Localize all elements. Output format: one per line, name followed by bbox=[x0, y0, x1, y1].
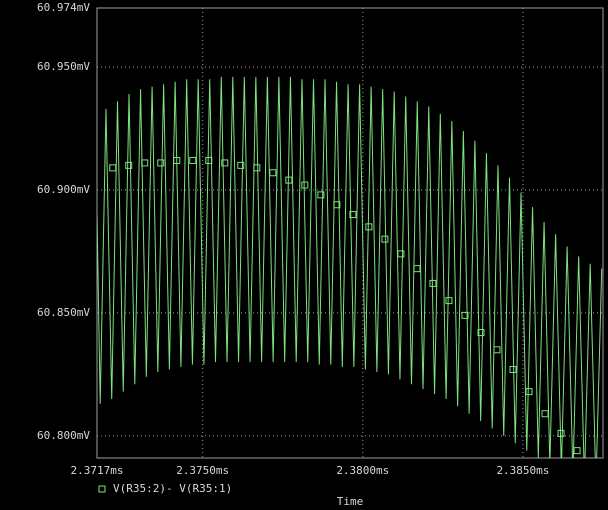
trace-marker bbox=[541, 410, 549, 418]
trace-marker bbox=[317, 191, 325, 199]
trace-marker bbox=[141, 159, 149, 167]
trace-marker bbox=[269, 169, 277, 177]
trace-marker bbox=[125, 161, 133, 169]
trace-marker bbox=[237, 161, 245, 169]
y-tick-label: 60.800mV bbox=[37, 429, 90, 442]
y-tick-label: 60.950mV bbox=[37, 60, 90, 73]
trace-marker bbox=[493, 346, 501, 354]
trace-marker bbox=[301, 181, 309, 189]
trace-marker bbox=[253, 164, 261, 172]
trace-marker bbox=[477, 329, 485, 337]
trace-marker bbox=[109, 164, 117, 172]
plot-area bbox=[97, 76, 603, 458]
trace-marker bbox=[205, 156, 213, 164]
x-axis-label: Time bbox=[337, 495, 364, 508]
trace-marker bbox=[365, 223, 373, 231]
trace-marker bbox=[429, 279, 437, 287]
trace-marker bbox=[333, 201, 341, 209]
trace-marker bbox=[285, 176, 293, 184]
x-tick-label: 2.3850ms bbox=[496, 464, 549, 477]
trace-marker bbox=[509, 365, 517, 373]
x-tick-label: 2.3750ms bbox=[176, 464, 229, 477]
trace-marker bbox=[189, 156, 197, 164]
legend-label: V(R35:2)- V(R35:1) bbox=[113, 482, 232, 495]
y-tick-label: 60.850mV bbox=[37, 306, 90, 319]
legend-marker bbox=[98, 485, 106, 493]
trace-marker bbox=[157, 159, 165, 167]
trace-marker bbox=[525, 388, 533, 396]
trace-marker bbox=[397, 250, 405, 258]
trace bbox=[97, 76, 603, 458]
trace-marker bbox=[557, 429, 565, 437]
trace-marker bbox=[461, 311, 469, 319]
trace-marker bbox=[573, 447, 581, 455]
trace-marker bbox=[349, 211, 357, 219]
trace-marker bbox=[381, 235, 389, 243]
trace-marker bbox=[173, 156, 181, 164]
trace-marker bbox=[413, 265, 421, 273]
y-tick-label: 60.900mV bbox=[37, 183, 90, 196]
trace-marker bbox=[221, 159, 229, 167]
y-tick-label: 60.974mV bbox=[37, 1, 90, 14]
x-tick-label: 2.3717ms bbox=[71, 464, 124, 477]
trace-marker bbox=[445, 297, 453, 305]
x-tick-label: 2.3800ms bbox=[336, 464, 389, 477]
